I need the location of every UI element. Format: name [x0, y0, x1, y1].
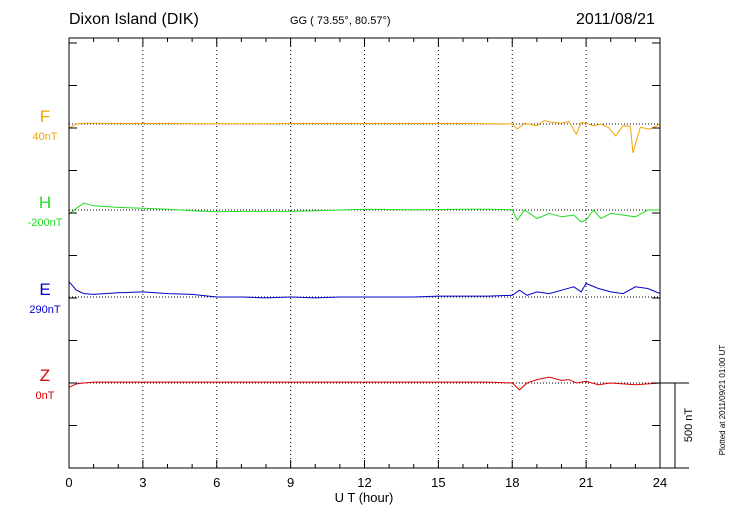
- component-label-F: F: [40, 107, 50, 126]
- x-tick-label-18: 18: [505, 475, 519, 490]
- x-tick-label-9: 9: [287, 475, 294, 490]
- series-line-H: [68, 202, 660, 223]
- x-axis-ticks: 0 3 6 9 12 15 18 21 24: [65, 38, 667, 490]
- station-coordinates: GG ( 73.55°, 80.57°): [290, 15, 391, 27]
- frame-ticks: [69, 42, 660, 469]
- series-lines: [68, 120, 661, 391]
- series-line-F: [68, 120, 661, 154]
- station-title: Dixon Island (DIK): [69, 11, 199, 28]
- x-tick-label-21: 21: [579, 475, 593, 490]
- x-axis-label: U T (hour): [335, 490, 394, 505]
- x-tick-label-6: 6: [213, 475, 220, 490]
- plotted-timestamp: Plotted at 2011/09/21 01:00 UT: [718, 345, 727, 456]
- scale-bar-label: 500 nT: [683, 408, 695, 443]
- component-labels: F 40nT H -200nT E 290nT Z 0nT: [28, 107, 63, 402]
- baseline-value-F: 40nT: [32, 131, 57, 143]
- x-tick-label-15: 15: [431, 475, 445, 490]
- scale-bar: 500 nT: [660, 382, 695, 469]
- date-label: 2011/08/21: [576, 11, 655, 28]
- component-label-E: E: [39, 280, 50, 299]
- baselines: [69, 123, 660, 384]
- component-label-H: H: [39, 193, 51, 212]
- baseline-value-Z: 0nT: [36, 390, 55, 402]
- series-line-Z: [68, 376, 661, 391]
- x-tick-label-12: 12: [357, 475, 371, 490]
- grid-lines: [142, 38, 587, 468]
- x-tick-label-0: 0: [65, 475, 72, 490]
- baseline-value-E: 290nT: [29, 304, 60, 316]
- baseline-value-H: -200nT: [28, 217, 63, 229]
- component-label-Z: Z: [40, 366, 50, 385]
- x-tick-label-24: 24: [653, 475, 667, 490]
- series-line-E: [68, 281, 661, 299]
- x-tick-label-3: 3: [139, 475, 146, 490]
